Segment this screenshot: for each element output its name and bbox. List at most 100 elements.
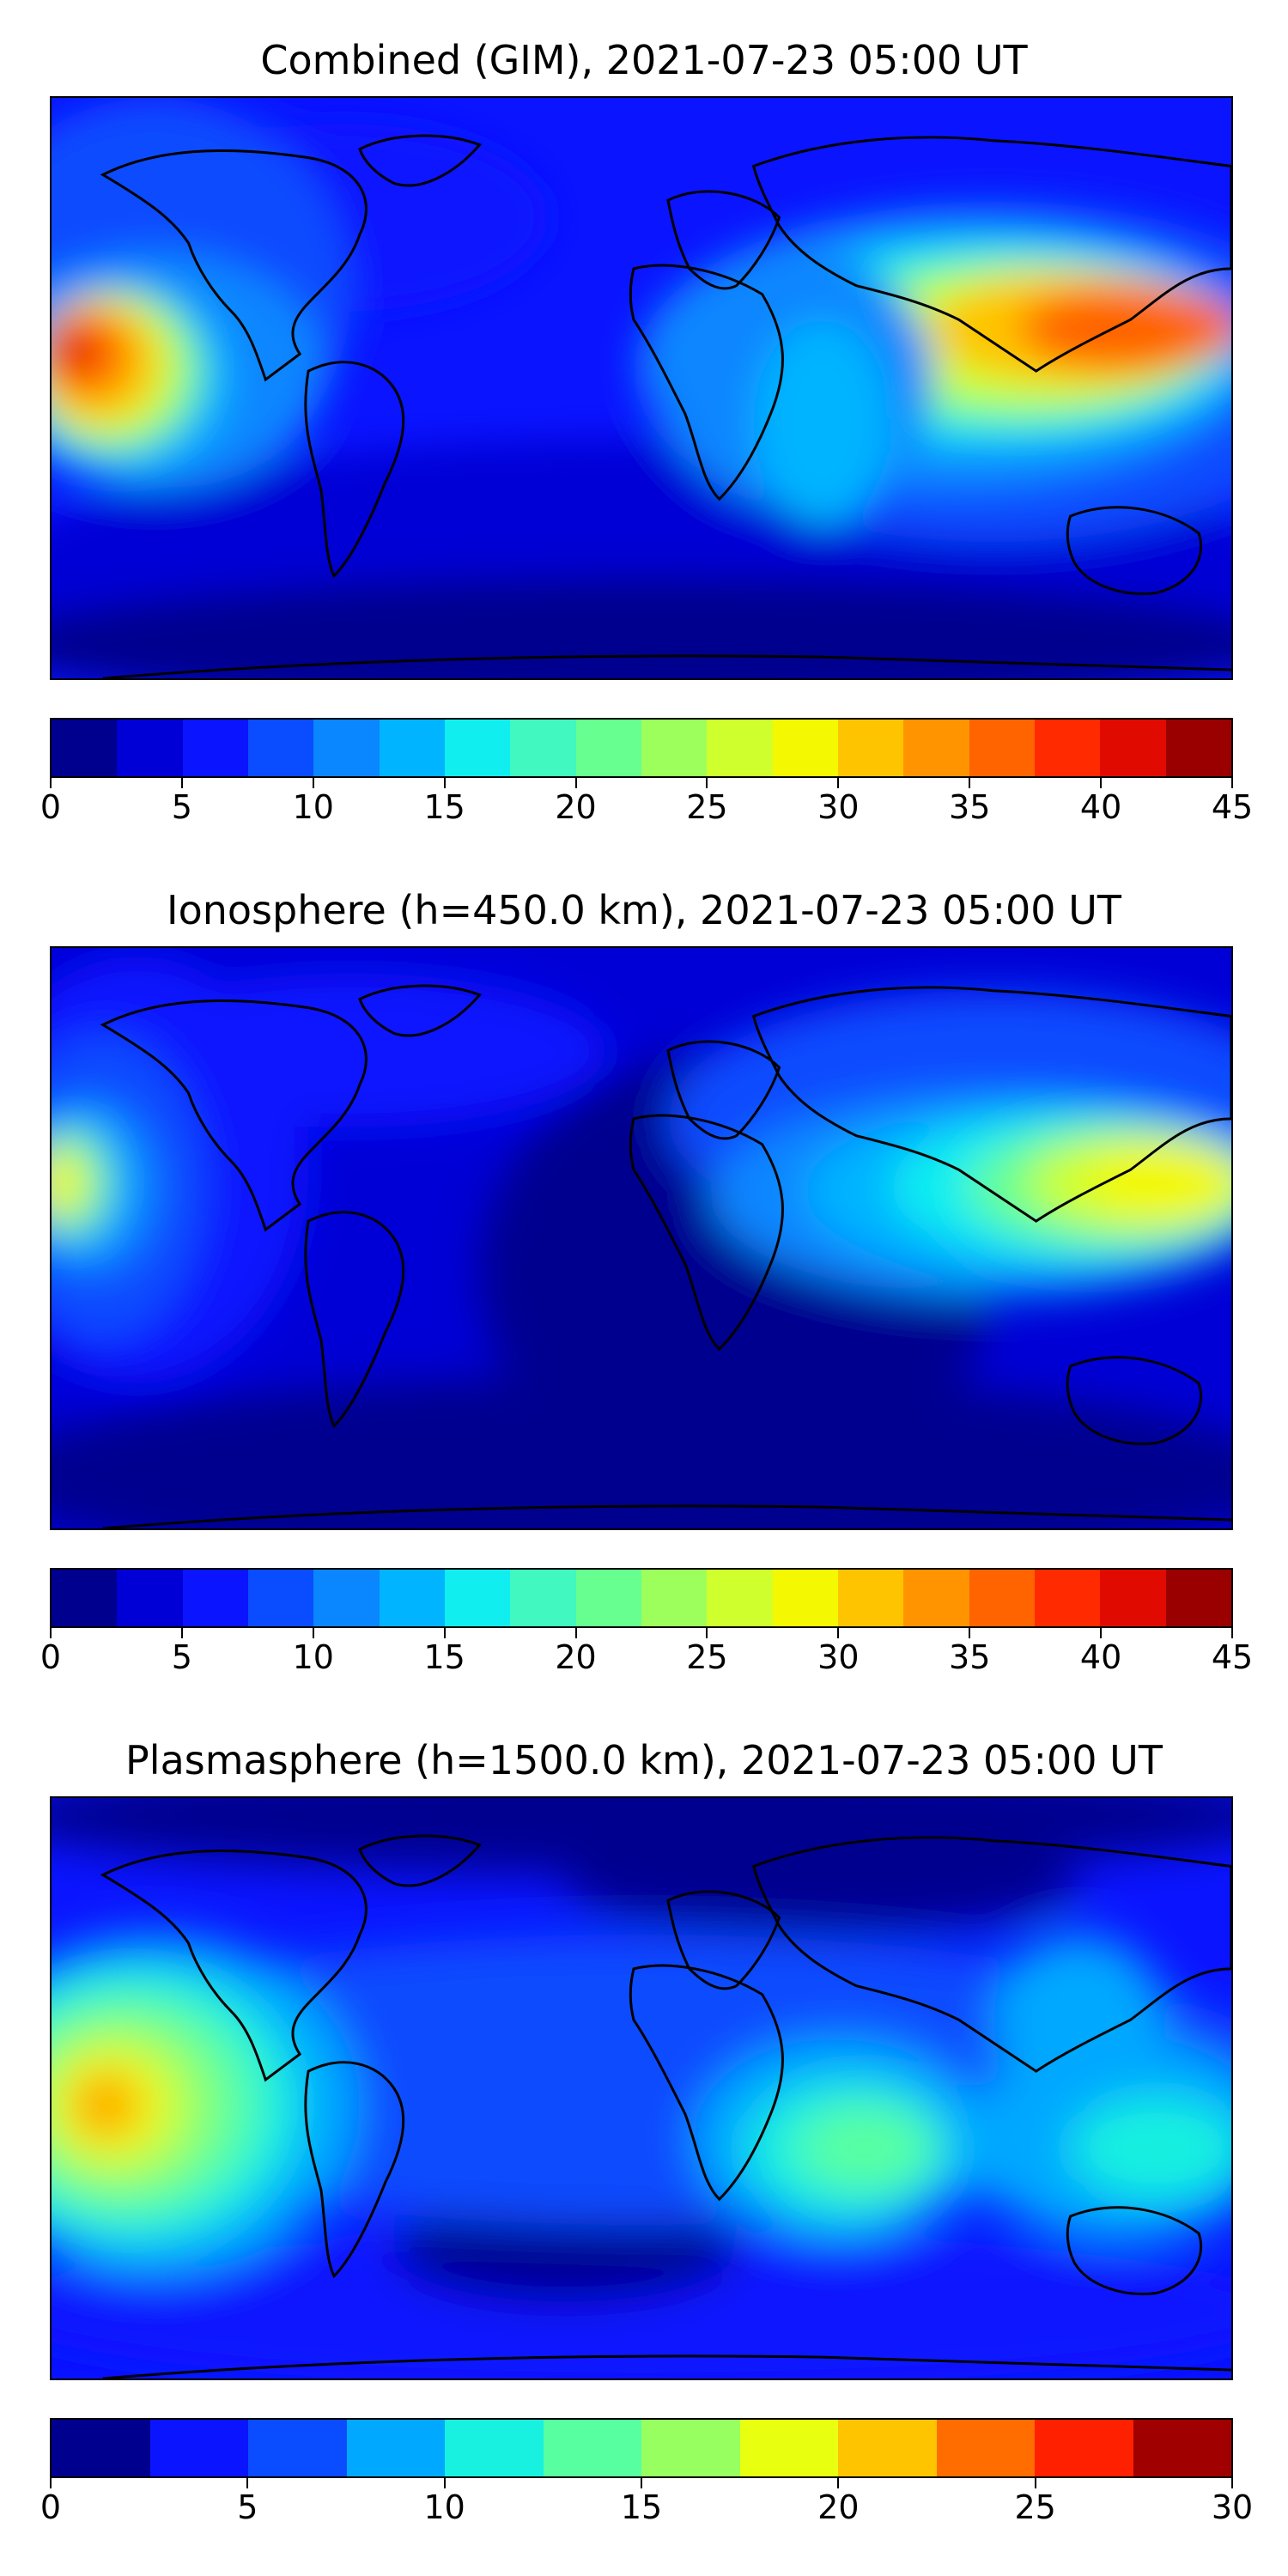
colorbar-segment	[1034, 1570, 1101, 1626]
colorbar-tick-label: 10	[423, 2488, 465, 2526]
colorbar-tick	[1231, 778, 1233, 788]
colorbar-tick	[50, 2478, 52, 2488]
colorbar-segment	[1100, 720, 1166, 776]
colorbar-segment	[313, 720, 380, 776]
colorbar-tick-label: 45	[1211, 788, 1254, 826]
colorbar-tick	[837, 2478, 840, 2488]
colorbar-segment	[117, 720, 183, 776]
colorbar-segment	[1165, 720, 1231, 776]
panel-3-colorbar-ticks: 0 5 10 15 20 25 30	[0, 2478, 1288, 2530]
colorbar-segment	[575, 1570, 641, 1626]
colorbar-tick	[50, 778, 52, 788]
colorbar-tick-label: 30	[817, 1638, 860, 1676]
colorbar-segment	[543, 2420, 641, 2476]
colorbar-segment	[969, 720, 1035, 776]
colorbar-segment	[1034, 720, 1101, 776]
colorbar-tick-label: 0	[39, 788, 62, 826]
colorbar-tick	[706, 1628, 708, 1638]
colorbar-tick	[1034, 2478, 1036, 2488]
colorbar-segment	[1133, 2420, 1231, 2476]
colorbar-tick-label: 10	[292, 788, 334, 826]
colorbar-tick-label: 40	[1079, 1638, 1122, 1676]
colorbar-segment	[52, 1570, 118, 1626]
colorbar-tick	[443, 778, 446, 788]
colorbar-segment	[837, 1570, 904, 1626]
colorbar-tick	[312, 778, 314, 788]
colorbar-tick-label: 45	[1211, 1638, 1254, 1676]
colorbar-segment	[247, 720, 314, 776]
colorbar-tick-label: 20	[555, 1638, 597, 1676]
colorbar-tick	[50, 1628, 52, 1638]
colorbar-tick-label: 15	[423, 788, 465, 826]
colorbar-segment	[1100, 1570, 1166, 1626]
colorbar-tick	[246, 2478, 249, 2488]
colorbar-tick-label: 0	[39, 1638, 62, 1676]
colorbar-tick	[180, 1628, 183, 1638]
colorbar-tick	[837, 1628, 840, 1638]
colorbar-tick	[706, 778, 708, 788]
colorbar-segment	[313, 1570, 380, 1626]
colorbar-segment	[248, 2420, 347, 2476]
colorbar-segment	[346, 2420, 445, 2476]
colorbar-segment	[510, 720, 576, 776]
panel-1-colorbar-ticks: 0 5 10 15 20 25 30 35 40 45	[0, 778, 1288, 829]
colorbar-segment	[182, 720, 248, 776]
colorbar-segment	[641, 720, 708, 776]
colorbar-segment	[838, 2420, 937, 2476]
colorbar-tick	[180, 778, 183, 788]
colorbar-segment	[641, 1570, 708, 1626]
colorbar-tick-label: 15	[423, 1638, 465, 1676]
colorbar-segment	[117, 1570, 183, 1626]
colorbar-segment	[149, 2420, 248, 2476]
colorbar-segment	[1035, 2420, 1133, 2476]
colorbar-tick-label: 20	[817, 2488, 860, 2526]
colorbar-tick	[312, 1628, 314, 1638]
colorbar-tick-label: 35	[949, 1638, 991, 1676]
colorbar-tick-label: 30	[1211, 2488, 1254, 2526]
colorbar-segment	[903, 1570, 969, 1626]
colorbar-tick-label: 35	[949, 788, 991, 826]
panel-3-map	[50, 1796, 1233, 2380]
colorbar-segment	[772, 1570, 838, 1626]
colorbar-segment	[182, 1570, 248, 1626]
colorbar-tick-label: 20	[555, 788, 597, 826]
colorbar-segment	[707, 720, 773, 776]
coastlines	[100, 1834, 1231, 2379]
colorbar-segment	[445, 2420, 544, 2476]
colorbar-tick-label: 40	[1079, 788, 1122, 826]
panel-3-title: Plasmasphere (h=1500.0 km), 2021-07-23 0…	[125, 1737, 1163, 1783]
colorbar-tick	[1231, 1628, 1233, 1638]
colorbar-segment	[510, 1570, 576, 1626]
colorbar-segment	[444, 1570, 511, 1626]
colorbar-segment	[1165, 1570, 1231, 1626]
colorbar-tick	[1100, 778, 1103, 788]
panel-2-contour-map	[52, 948, 1231, 1528]
panel-2-colorbar	[50, 1568, 1233, 1628]
colorbar-tick	[443, 2478, 446, 2488]
colorbar-segment	[969, 1570, 1035, 1626]
colorbar-tick-label: 25	[686, 1638, 728, 1676]
colorbar-segment	[936, 2420, 1035, 2476]
panel-1-contour-map	[52, 98, 1231, 678]
colorbar-segment	[739, 2420, 838, 2476]
colorbar-tick	[641, 2478, 642, 2488]
colorbar-segment	[707, 1570, 773, 1626]
colorbar-tick-label: 25	[686, 788, 728, 826]
panel-1-map	[50, 96, 1233, 680]
colorbar-segment	[837, 720, 904, 776]
colorbar-segment	[641, 2420, 740, 2476]
colorbar-tick	[574, 778, 577, 788]
panel-1-title: Combined (GIM), 2021-07-23 05:00 UT	[260, 37, 1028, 83]
colorbar-segment	[379, 720, 445, 776]
colorbar-segment	[903, 720, 969, 776]
panel-2-title: Ionosphere (h=450.0 km), 2021-07-23 05:0…	[167, 887, 1121, 933]
colorbar-tick-label: 0	[39, 2488, 62, 2526]
coastlines	[100, 134, 1231, 678]
colorbar-segment	[52, 2420, 150, 2476]
colorbar-tick	[1100, 1628, 1103, 1638]
colorbar-tick	[574, 1628, 577, 1638]
colorbar-segment	[379, 1570, 445, 1626]
panel-1-colorbar	[50, 718, 1233, 778]
colorbar-tick-label: 5	[237, 2488, 258, 2526]
colorbar-tick	[969, 778, 971, 788]
